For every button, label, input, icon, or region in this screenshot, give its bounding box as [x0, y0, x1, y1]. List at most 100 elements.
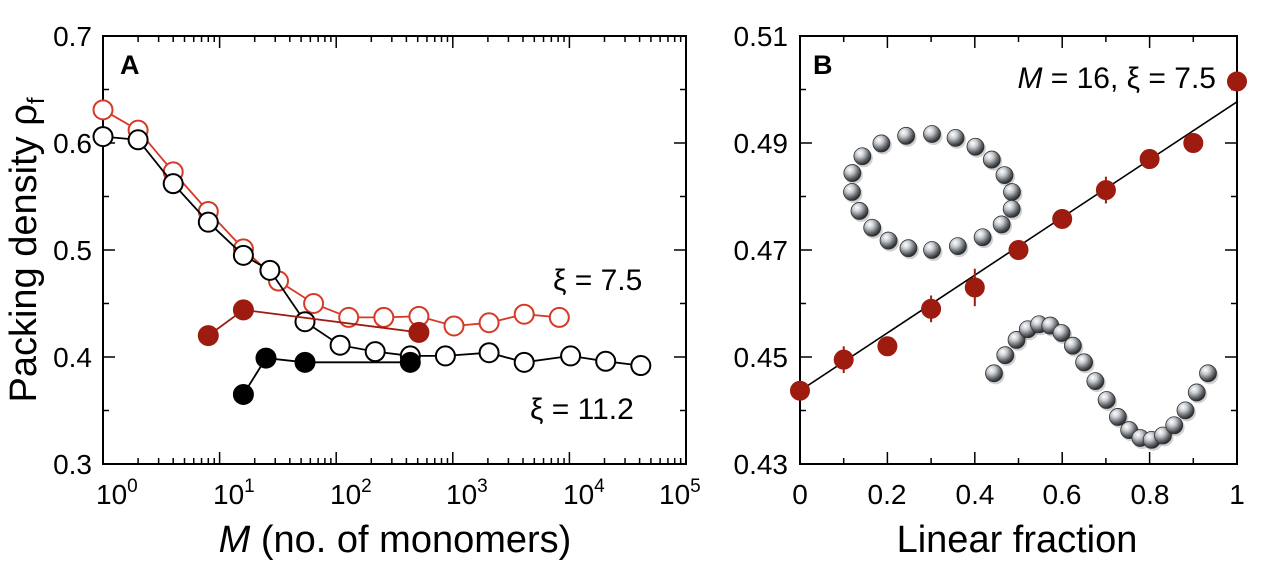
data-point: [964, 277, 985, 298]
panel-a-x-tick-label: 104: [563, 476, 605, 510]
panel-a-series: [92, 99, 652, 405]
data-point: [877, 336, 898, 357]
panel-a-y-tick-label: 0.5: [53, 235, 92, 266]
linear-polymer-illustration: [985, 315, 1219, 451]
data-point: [548, 306, 570, 328]
panel-b-x-tick-label: 0.6: [1043, 479, 1082, 510]
panel-a-y-tick-label: 0.3: [53, 449, 92, 480]
panel-b-label: B: [813, 50, 833, 80]
bead: [982, 150, 1001, 169]
data-point: [408, 321, 430, 343]
series-line-1: [102, 135, 641, 367]
bead: [1108, 408, 1127, 426]
panel-a-annotation-xi-7-5: ξ = 7.5: [553, 264, 642, 297]
bead: [1002, 200, 1021, 218]
panel-b-x-tick-label: 1: [1229, 479, 1245, 510]
data-point: [259, 259, 281, 281]
panel-a: A 0.3 0.4 0.5 0.6 0.7 100 101 102 103 10…: [3, 21, 701, 561]
data-point: [560, 345, 582, 367]
data-point: [478, 312, 500, 334]
data-point: [373, 306, 395, 328]
data-point: [790, 380, 810, 401]
data-point: [364, 341, 386, 363]
panel-b-y-tick-label: 0.47: [734, 235, 789, 266]
data-point: [434, 345, 456, 367]
data-point: [294, 311, 316, 333]
data-point: [1183, 133, 1204, 153]
data-point: [329, 334, 351, 356]
data-point: [1095, 180, 1116, 201]
panel-a-ticks: [102, 35, 686, 465]
bead: [946, 128, 965, 147]
panel-a-label: A: [120, 50, 140, 80]
data-point: [232, 299, 254, 321]
data-point: [630, 355, 652, 377]
data-point: [127, 129, 149, 151]
data-point: [443, 315, 465, 337]
data-point: [1227, 71, 1247, 92]
data-point: [232, 244, 254, 266]
bead: [897, 126, 916, 145]
bead: [948, 237, 967, 256]
bead: [1052, 324, 1071, 342]
panel-b: B 0.43 0.45 0.47 0.49 0.51 0 0.2 0.4 0.6…: [734, 21, 1247, 561]
bead: [1176, 401, 1195, 420]
panel-a-y-tick-label: 0.6: [53, 128, 92, 159]
ring-polymer-illustration: [843, 125, 1023, 261]
data-point: [294, 351, 316, 373]
data-point: [513, 351, 535, 373]
bead: [923, 241, 941, 259]
panel-a-x-tick-label: 103: [446, 476, 488, 510]
series-line-0: [102, 109, 560, 327]
data-point: [303, 293, 325, 314]
bead: [1075, 353, 1094, 372]
panel-a-x-tick-label: 101: [213, 476, 255, 510]
bead: [1165, 416, 1184, 435]
bead: [995, 166, 1014, 184]
bead: [992, 215, 1011, 234]
panel-b-y-tick-label: 0.45: [734, 342, 789, 373]
bead: [899, 239, 918, 258]
panel-b-x-tick-label: 0.8: [1131, 479, 1170, 510]
panel-a-y-tick-label: 0.7: [53, 21, 92, 52]
bead: [1063, 336, 1082, 355]
panel-b-x-tick-label: 0.2: [868, 479, 907, 510]
panel-b-x-axis-title: Linear fraction: [897, 519, 1138, 561]
bead: [985, 364, 1003, 383]
data-point: [833, 349, 854, 370]
bead: [973, 228, 992, 247]
bead: [853, 147, 872, 166]
bead: [966, 137, 985, 156]
data-point: [197, 325, 219, 347]
bead: [996, 346, 1015, 365]
data-point: [1052, 208, 1073, 229]
panel-a-x-tick-label: 100: [96, 476, 138, 510]
series-line-3: [242, 357, 411, 395]
data-point: [232, 383, 254, 405]
bead: [1154, 426, 1172, 445]
panel-a-x-axis-title: M (no. of monomers): [219, 519, 572, 561]
panel-b-y-tick-label: 0.49: [734, 128, 789, 159]
bead: [879, 231, 898, 250]
bead: [843, 183, 861, 201]
bead: [872, 134, 891, 153]
bead: [1097, 391, 1116, 409]
panel-b-ticks: [799, 35, 1238, 465]
data-point: [1139, 149, 1160, 170]
bead: [843, 164, 862, 182]
panel-a-y-axis-title: Packing density ρf: [3, 97, 50, 402]
bead: [1199, 364, 1217, 383]
panel-a-y-tick-label: 0.4: [53, 342, 92, 373]
panel-b-series: [790, 71, 1247, 401]
data-point: [255, 347, 277, 369]
panel-b-y-tick-label: 0.51: [734, 21, 789, 52]
panel-a-x-tick-label: 102: [330, 476, 372, 510]
bead: [1187, 383, 1206, 402]
data-point: [1008, 240, 1029, 260]
panel-b-x-tick-label: 0.4: [956, 479, 995, 510]
panel-b-x-tick-label: 0: [792, 479, 808, 510]
panel-b-y-tick-label: 0.43: [734, 449, 789, 480]
bead: [863, 218, 882, 237]
data-point: [162, 173, 184, 195]
bead: [1086, 372, 1105, 391]
